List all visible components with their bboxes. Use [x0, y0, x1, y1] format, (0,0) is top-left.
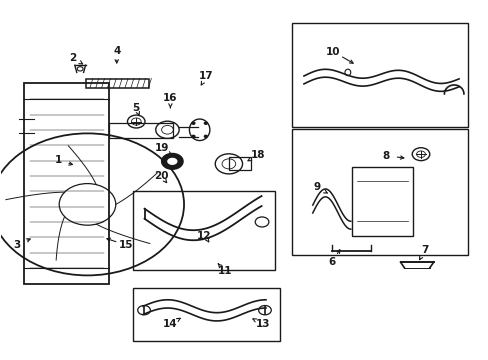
Text: 4: 4 — [113, 46, 120, 56]
Text: 13: 13 — [255, 319, 270, 329]
Text: 5: 5 — [132, 103, 140, 113]
Bar — [133, 288, 279, 341]
Bar — [24, 83, 109, 284]
Text: 3: 3 — [14, 239, 21, 249]
Bar — [109, 123, 172, 138]
Circle shape — [192, 122, 195, 124]
Text: 11: 11 — [217, 266, 232, 276]
Text: 20: 20 — [154, 171, 168, 181]
Text: 2: 2 — [69, 53, 76, 63]
Text: 9: 9 — [312, 182, 320, 192]
Bar — [292, 129, 467, 255]
Circle shape — [204, 135, 207, 138]
Text: 10: 10 — [325, 46, 340, 57]
Text: 1: 1 — [55, 155, 61, 165]
Circle shape — [192, 135, 195, 138]
Text: 17: 17 — [199, 71, 213, 81]
Circle shape — [204, 122, 207, 124]
Text: 16: 16 — [163, 93, 177, 103]
Text: 15: 15 — [119, 240, 134, 250]
Bar — [228, 157, 250, 170]
Text: 7: 7 — [420, 245, 427, 255]
Text: 8: 8 — [382, 150, 389, 161]
Bar — [86, 78, 149, 88]
Bar — [351, 167, 412, 235]
Text: 14: 14 — [163, 319, 177, 329]
Bar — [133, 192, 274, 270]
Text: 12: 12 — [197, 231, 211, 240]
Text: 6: 6 — [328, 257, 335, 267]
Text: 18: 18 — [250, 150, 265, 160]
Text: 19: 19 — [154, 143, 168, 153]
Bar — [292, 23, 467, 127]
